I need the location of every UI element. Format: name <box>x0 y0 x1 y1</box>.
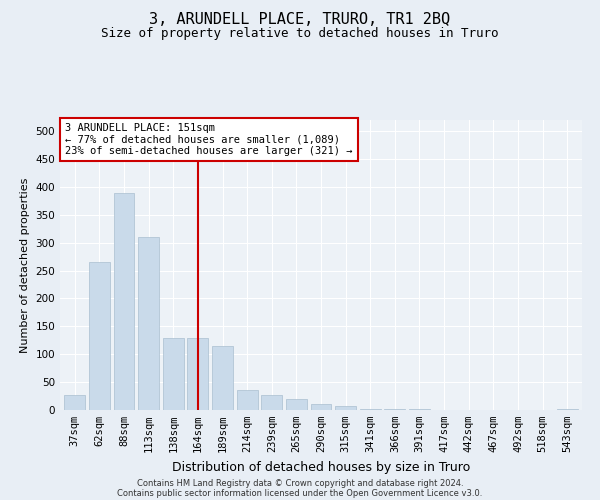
Text: Contains public sector information licensed under the Open Government Licence v3: Contains public sector information licen… <box>118 488 482 498</box>
Bar <box>557 409 578 410</box>
Text: 3 ARUNDELL PLACE: 151sqm
← 77% of detached houses are smaller (1,089)
23% of sem: 3 ARUNDELL PLACE: 151sqm ← 77% of detach… <box>65 123 353 156</box>
Bar <box>311 404 331 410</box>
Y-axis label: Number of detached properties: Number of detached properties <box>20 178 30 352</box>
Bar <box>360 409 381 410</box>
Bar <box>212 346 233 410</box>
Bar <box>261 395 282 410</box>
Bar <box>286 399 307 410</box>
Bar <box>138 237 159 410</box>
Bar <box>64 395 85 410</box>
Bar <box>89 262 110 410</box>
X-axis label: Distribution of detached houses by size in Truro: Distribution of detached houses by size … <box>172 460 470 473</box>
Bar <box>113 192 134 410</box>
Bar <box>163 338 184 410</box>
Text: 3, ARUNDELL PLACE, TRURO, TR1 2BQ: 3, ARUNDELL PLACE, TRURO, TR1 2BQ <box>149 12 451 28</box>
Text: Contains HM Land Registry data © Crown copyright and database right 2024.: Contains HM Land Registry data © Crown c… <box>137 478 463 488</box>
Bar <box>187 338 208 410</box>
Bar <box>335 406 356 410</box>
Text: Size of property relative to detached houses in Truro: Size of property relative to detached ho… <box>101 28 499 40</box>
Bar <box>236 390 257 410</box>
